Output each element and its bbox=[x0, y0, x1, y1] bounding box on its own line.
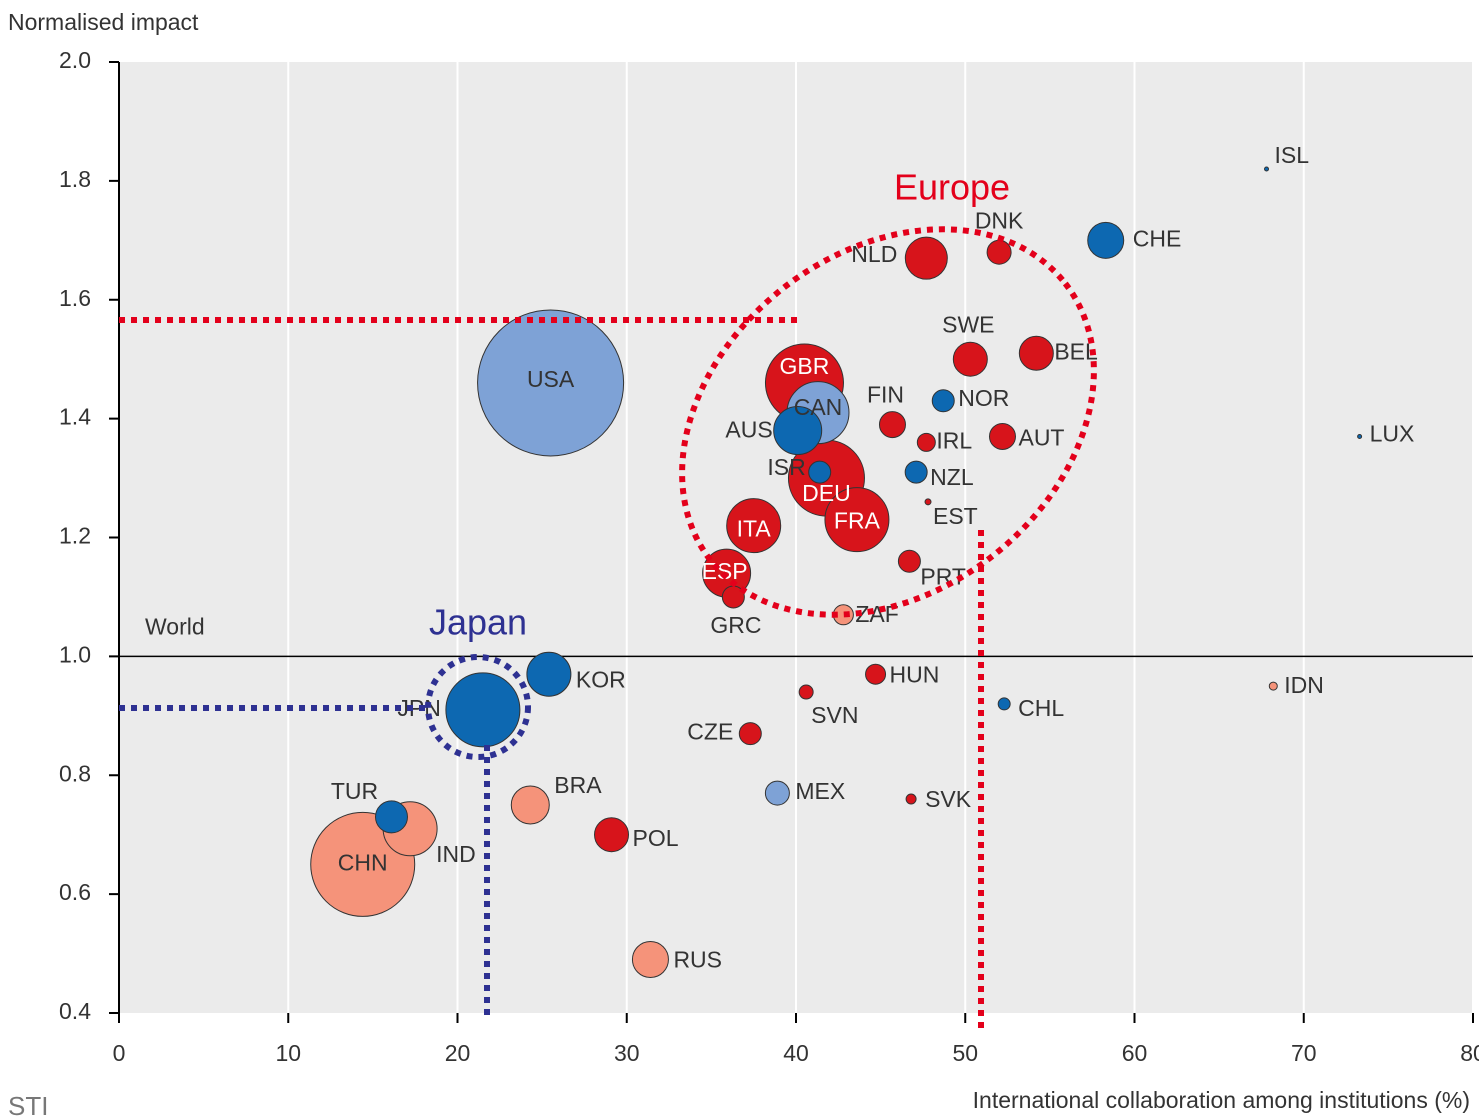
bubble-label: ESP bbox=[702, 558, 748, 584]
source: STI bbox=[8, 1091, 48, 1119]
bubble bbox=[798, 684, 814, 700]
bubble-label: MEX bbox=[795, 778, 845, 804]
bubble-label: POL bbox=[633, 825, 679, 851]
bubble bbox=[986, 239, 1012, 265]
bubble bbox=[808, 460, 832, 484]
bubble-label: NZL bbox=[930, 464, 974, 490]
bubble-label: CAN bbox=[794, 394, 843, 420]
bubble-label: KOR bbox=[576, 666, 626, 692]
europe-annotation: Europe bbox=[894, 167, 1010, 208]
bubble-label: SWE bbox=[942, 311, 994, 337]
y-tick-label: 1.0 bbox=[59, 641, 91, 667]
reference-label: World bbox=[145, 613, 205, 639]
x-tick-label: 0 bbox=[113, 1040, 126, 1066]
bubble bbox=[931, 389, 955, 413]
bubble-label: USA bbox=[527, 366, 575, 392]
bubble bbox=[952, 341, 988, 377]
bubble-label: DNK bbox=[975, 207, 1024, 233]
bubble bbox=[824, 487, 890, 553]
bubble bbox=[1357, 433, 1363, 439]
bubble-label: DEU bbox=[802, 480, 851, 506]
bubble bbox=[904, 460, 928, 484]
bubble bbox=[904, 236, 948, 280]
y-tick-label: 1.8 bbox=[59, 166, 91, 192]
bubble bbox=[997, 697, 1011, 711]
y-tick-label: 1.6 bbox=[59, 285, 91, 311]
bubble-label: BRA bbox=[554, 772, 602, 798]
bubble bbox=[897, 549, 921, 573]
x-axis-title: International collaboration among instit… bbox=[973, 1087, 1470, 1113]
bubble bbox=[1264, 166, 1270, 172]
bubble-label: FRA bbox=[834, 508, 881, 534]
bubble-label: FIN bbox=[867, 382, 904, 408]
x-tick-label: 20 bbox=[445, 1040, 471, 1066]
bubble-label: AUS bbox=[725, 417, 772, 443]
bubble bbox=[865, 663, 887, 685]
bubble bbox=[905, 793, 917, 805]
bubble bbox=[924, 498, 932, 506]
x-tick-label: 70 bbox=[1291, 1040, 1317, 1066]
x-tick-label: 10 bbox=[275, 1040, 301, 1066]
y-tick-label: 1.2 bbox=[59, 523, 91, 549]
bubble-label: EST bbox=[933, 503, 978, 529]
bubble bbox=[1268, 681, 1278, 691]
bubble-label: TUR bbox=[331, 778, 378, 804]
y-tick-label: 2.0 bbox=[59, 47, 91, 73]
bubble-label: SVN bbox=[811, 702, 858, 728]
bubble-label: CHE bbox=[1133, 225, 1182, 251]
bubble bbox=[631, 941, 669, 979]
bubble bbox=[773, 406, 823, 456]
bubble bbox=[594, 817, 630, 853]
grid: 0 10 20 30 40 50 60 70 80 0.4 0.6 0.8 1.0 1.2 1.4 1.6 1.… bbox=[59, 47, 1479, 1066]
bubble-label: CHN bbox=[338, 849, 388, 875]
bubble bbox=[726, 498, 782, 554]
x-tick-label: 40 bbox=[783, 1040, 809, 1066]
bubble-label: LUX bbox=[1370, 421, 1415, 447]
y-axis-title: Normalised impact bbox=[8, 9, 199, 35]
bubble-label: GRC bbox=[710, 612, 761, 638]
bubble bbox=[526, 651, 572, 697]
bubbles bbox=[310, 166, 1363, 979]
bubble-label: SVK bbox=[925, 786, 972, 812]
japan-annotation: Japan bbox=[429, 602, 527, 643]
bubble-label: RUS bbox=[673, 947, 722, 973]
x-tick-label: 30 bbox=[614, 1040, 640, 1066]
y-tick-label: 0.8 bbox=[59, 760, 91, 786]
x-tick-label: 60 bbox=[1122, 1040, 1148, 1066]
bubble bbox=[1087, 221, 1125, 259]
bubble bbox=[764, 780, 790, 806]
bubble bbox=[510, 785, 550, 825]
bubble bbox=[445, 672, 521, 748]
bubble-label: IRL bbox=[936, 427, 972, 453]
bubble bbox=[988, 422, 1016, 450]
y-tick-label: 1.4 bbox=[59, 404, 91, 430]
bubble-label: IDN bbox=[1284, 672, 1324, 698]
bubble-label: AUT bbox=[1018, 425, 1064, 451]
bubble bbox=[477, 309, 625, 457]
y-tick-label: 0.4 bbox=[59, 998, 91, 1024]
y-tick-label: 0.6 bbox=[59, 879, 91, 905]
bubble-label: ISR bbox=[767, 454, 805, 480]
japan-circle bbox=[425, 654, 531, 760]
bubble bbox=[1018, 335, 1054, 371]
bubble-label: IND bbox=[436, 841, 476, 867]
bubble-label: GBR bbox=[780, 353, 830, 379]
bubble-label: CHL bbox=[1018, 695, 1064, 721]
bubble-label: HUN bbox=[890, 661, 940, 687]
bubble-label: CZE bbox=[687, 719, 733, 745]
bubble-label: ITA bbox=[737, 516, 772, 542]
bubble bbox=[878, 411, 906, 439]
x-tick-label: 80 bbox=[1460, 1040, 1479, 1066]
x-tick-label: 50 bbox=[952, 1040, 978, 1066]
bubble bbox=[374, 800, 408, 834]
bubble bbox=[916, 432, 936, 452]
bubble-label: ISL bbox=[1275, 142, 1310, 168]
bubble bbox=[738, 722, 762, 746]
bubble-label: NOR bbox=[958, 385, 1009, 411]
